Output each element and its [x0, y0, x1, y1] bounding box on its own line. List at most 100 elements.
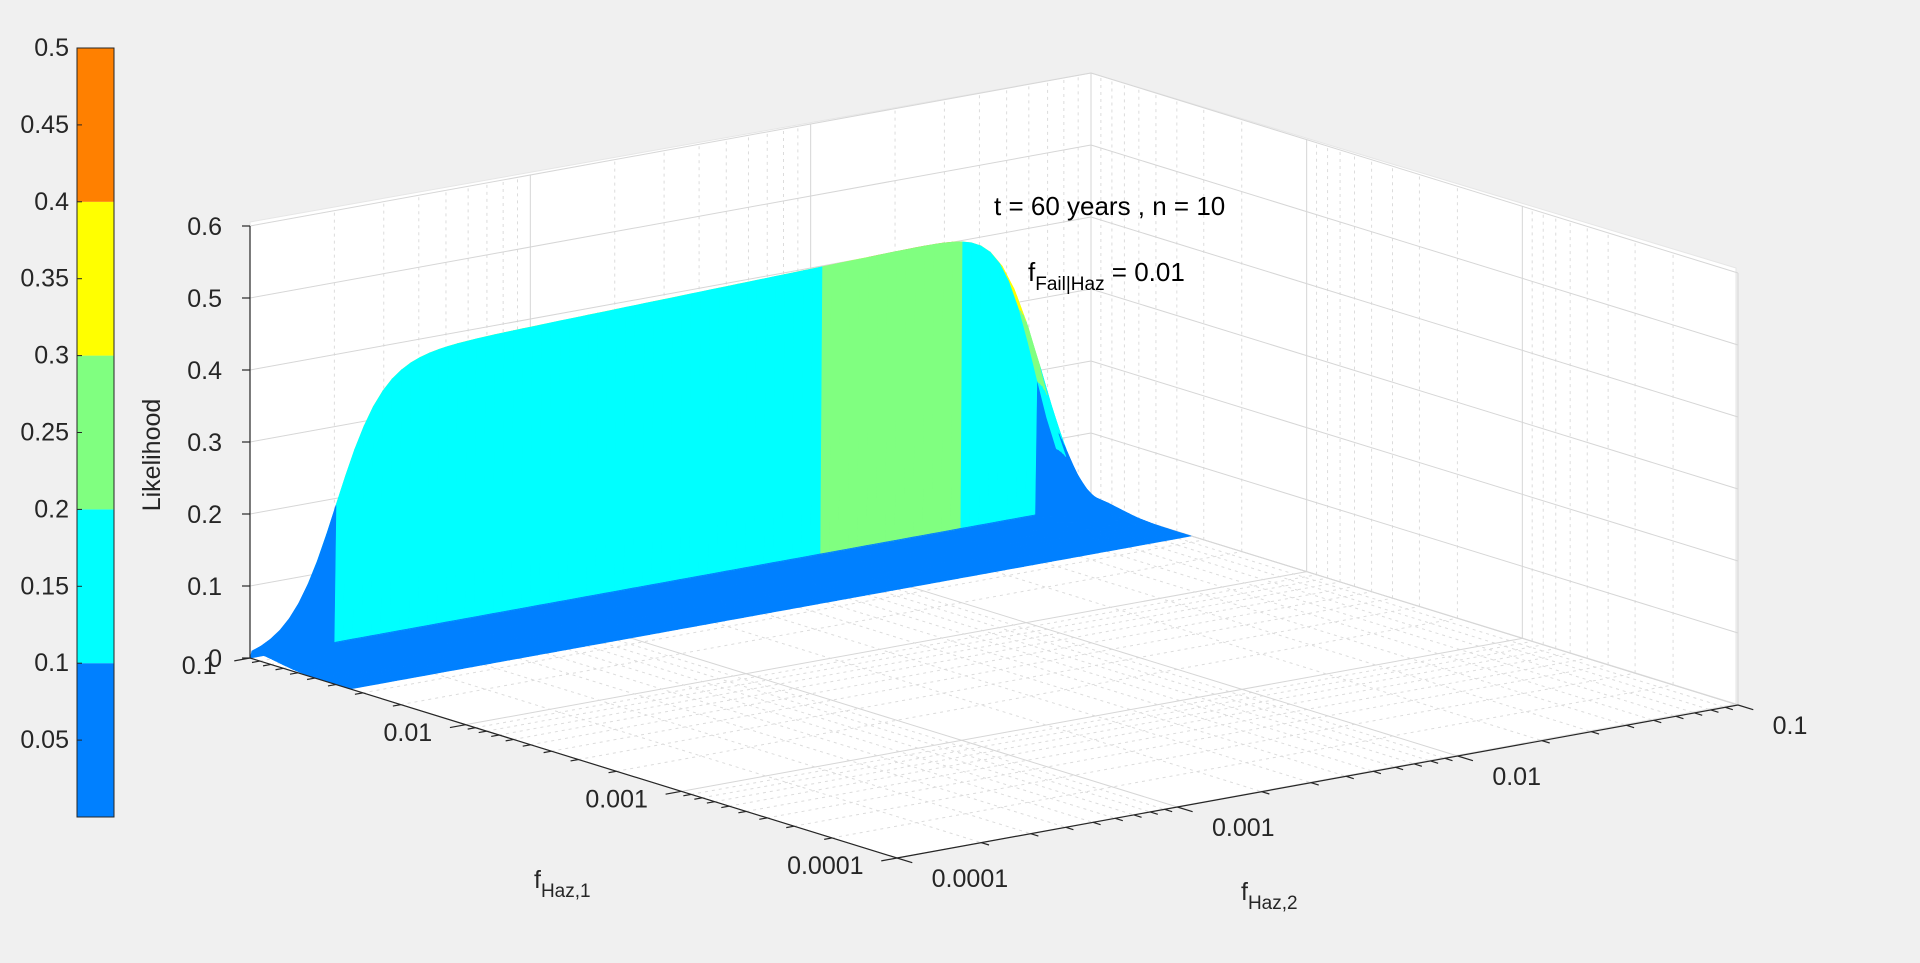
grid-line-8: [729, 652, 1571, 807]
grid-line-113: [1090, 504, 1739, 706]
colorbar-band-0: [77, 663, 114, 817]
colorbar-band-4: [77, 48, 114, 202]
grid-line-68: [503, 611, 1151, 813]
grid-line-90: [944, 531, 1592, 733]
grid-line-56: [334, 642, 982, 844]
y-tick-46: [1373, 770, 1382, 775]
grid-line-30: [475, 574, 1317, 729]
x-tick-19: [505, 738, 514, 742]
x-axis-title-main: f: [534, 866, 541, 894]
grid-line-78: [726, 570, 1374, 772]
y-tick-55: [1675, 715, 1684, 720]
y-axis-title: fHaz,2: [1241, 878, 1298, 914]
annotation-time: t = 60 years , n = 10: [994, 191, 1225, 221]
y-tick-label-2: 0.01: [1492, 763, 1541, 791]
y-tick-40: [1133, 814, 1142, 818]
colorbar-tick-label-1: 0.1: [34, 649, 69, 677]
x-axis-title-sub: Haz,1: [541, 881, 591, 902]
x-tick-17: [543, 750, 552, 754]
colorbar-tick-label-2: 0.15: [20, 572, 69, 600]
y-tick-37: [1065, 826, 1074, 831]
grid-line-60: [418, 626, 1066, 828]
grid-line-86: [797, 557, 1445, 759]
y-tick-43: [1261, 791, 1270, 795]
x-tick-23: [392, 704, 401, 707]
y-tick-35: [981, 842, 990, 846]
colorbar-band-1: [77, 509, 114, 664]
y-tick-45: [1345, 775, 1354, 780]
grid-line-58: [383, 633, 1031, 835]
y-tick-62: [1737, 704, 1754, 711]
y-axis-title-main: f: [1241, 878, 1248, 906]
y-tick-57: [1710, 709, 1719, 713]
z-tick-label-3: 0.3: [187, 429, 222, 457]
x-tick-20: [491, 734, 500, 738]
colorbar-tick-label-0: 0.05: [20, 726, 69, 754]
z-tick-label-5: 0.5: [187, 285, 222, 313]
colorbar-tick-label-5: 0.3: [34, 342, 69, 370]
x-tick-13: [694, 797, 703, 800]
y-tick-42: [1164, 808, 1173, 813]
grid-line-117: [1090, 360, 1739, 562]
grid-line-16: [616, 617, 1458, 772]
annotation-ffail-tail: = 0.01: [1105, 257, 1185, 287]
grid-line-108: [810, 555, 1458, 757]
y-tick-54: [1653, 719, 1662, 724]
grid-line-72: [614, 591, 1262, 793]
x-tick-11: [721, 805, 730, 809]
grid-line-52: [681, 637, 1523, 792]
grid-line-32: [400, 551, 1242, 706]
y-tick-61: [1457, 755, 1474, 762]
x-tick-7: [824, 837, 833, 840]
y-tick-50: [1444, 757, 1453, 762]
annotation-ffail-sub: Fail|Haz: [1035, 274, 1104, 295]
y-tick-38: [1092, 821, 1101, 826]
grid-line-4: [767, 664, 1609, 819]
grid-line-84: [783, 560, 1431, 762]
colorbar: 0.05 0.1 0.15 0.2 0.25 0.3 0.35 0.4 0.45 0.5: [20, 34, 115, 818]
z-tick-label-0: 0: [208, 645, 222, 673]
z-tick-label-1: 0.1: [187, 573, 222, 601]
y-tick-label-3: 0.1: [1773, 712, 1808, 740]
grid-line-22: [530, 591, 1372, 746]
x-tick-label-3: 0.0001: [787, 852, 863, 880]
grid-line-18: [578, 606, 1420, 761]
grid-line-62: [445, 621, 1094, 823]
colorbar-tick-label-3: 0.2: [34, 495, 69, 523]
grid-line-124: [249, 72, 1092, 227]
grid-line-70: [517, 608, 1165, 810]
x-tick-22: [467, 727, 476, 730]
colorbar-tick-label-7: 0.4: [34, 188, 69, 216]
grid-line-119: [1090, 288, 1739, 490]
grid-line-98: [1047, 512, 1695, 714]
grid-line-50: [465, 571, 1307, 726]
x-tick-27: [289, 672, 298, 675]
grid-line-123: [1090, 144, 1739, 346]
x-tick-30: [251, 660, 260, 664]
colorbar-band-2: [77, 355, 114, 510]
grid-line-76: [698, 575, 1347, 777]
y-tick-label-1: 0.001: [1212, 814, 1275, 842]
y-tick-53: [1626, 724, 1635, 729]
colorbar-tick-label-6: 0.35: [20, 265, 69, 293]
x-tick-12: [706, 801, 715, 804]
grid-line-122: [249, 144, 1092, 299]
grid-line-102: [1078, 506, 1726, 708]
x-axis-line: [249, 657, 898, 859]
x-tick-9: [759, 817, 768, 820]
grid-line-82: [767, 563, 1415, 765]
y-tick-47: [1395, 766, 1404, 771]
y-tick-36: [1030, 833, 1039, 837]
grid-line-106: [530, 606, 1178, 808]
grid-line-6: [746, 657, 1588, 812]
x-tick-33: [665, 790, 682, 795]
colorbar-tick-label-4: 0.25: [20, 419, 69, 447]
grid-line-115: [1090, 432, 1739, 634]
grid-line-96: [1028, 515, 1676, 717]
x-tick-28: [275, 667, 284, 671]
z-tick-label-2: 0.2: [187, 501, 222, 529]
x-tick-8: [786, 825, 795, 829]
grid-line-92: [979, 524, 1627, 726]
